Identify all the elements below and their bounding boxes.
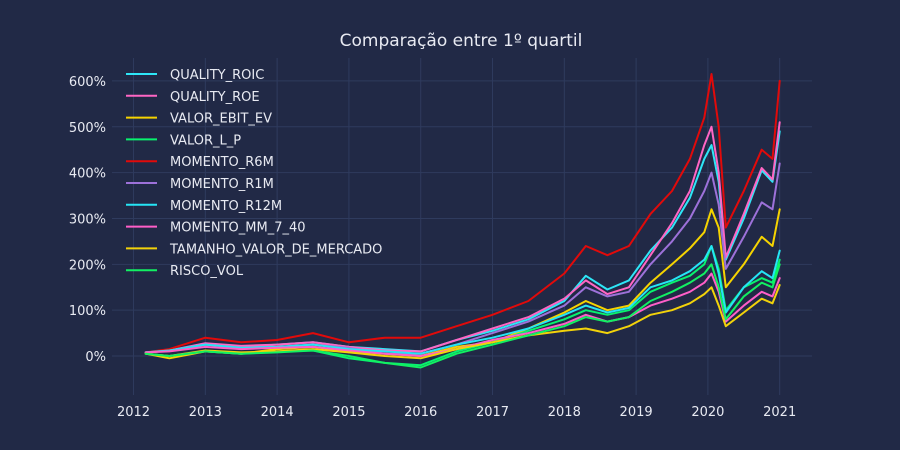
- legend-label: MOMENTO_R6M: [170, 155, 274, 170]
- legend: QUALITY_ROIC QUALITY_ROE VALOR_EBIT_EV VALO…: [126, 68, 382, 279]
- x-tick-label: 2021: [763, 405, 796, 420]
- grid: [112, 58, 812, 395]
- x-tick-label: 2020: [691, 405, 724, 420]
- legend-label: MOMENTO_R12M: [170, 199, 282, 214]
- y-tick-label: 200%: [69, 258, 106, 273]
- legend-label: TAMANHO_VALOR_DE_MERCADO: [169, 242, 382, 257]
- x-tick-label: 2018: [548, 405, 581, 420]
- legend-label: VALOR_EBIT_EV: [170, 112, 272, 127]
- legend-label: MOMENTO_R1M: [170, 177, 274, 192]
- series-line-momento-r12m: [144, 245, 781, 355]
- legend-label: QUALITY_ROE: [170, 90, 260, 105]
- series-lines: [144, 73, 781, 369]
- x-tick-label: 2019: [620, 405, 653, 420]
- series-line-tamanho-valor-de-mercado: [144, 284, 781, 360]
- y-tick-label: 0%: [85, 350, 106, 365]
- y-tick-label: 100%: [69, 304, 106, 319]
- y-tick-label: 300%: [69, 212, 106, 227]
- x-tick-label: 2012: [117, 405, 150, 420]
- series-line-momento-r6m: [144, 73, 781, 354]
- legend-label: MOMENTO_MM_7_40: [170, 221, 306, 236]
- x-tick-label: 2014: [261, 405, 294, 420]
- legend-label: QUALITY_ROIC: [170, 68, 264, 83]
- legend-label: VALOR_L_P: [170, 133, 241, 148]
- x-tick-label: 2015: [332, 405, 365, 420]
- y-tick-label: 600%: [69, 75, 106, 90]
- series-line-quality-roe: [144, 121, 781, 354]
- x-tick-label: 2016: [404, 405, 437, 420]
- x-tick-label: 2017: [476, 405, 509, 420]
- y-tick-label: 400%: [69, 167, 106, 182]
- y-tick-label: 500%: [69, 121, 106, 136]
- axis-tick-labels: 2012 2013 2014 2015 2016 2017 2018 2019 2020 2021…: [69, 75, 796, 420]
- series-line-risco-vol: [144, 263, 781, 369]
- x-tick-label: 2013: [189, 405, 222, 420]
- chart-title: Comparação entre 1º quartil: [340, 31, 583, 51]
- legend-label: RISCO_VOL: [170, 264, 244, 279]
